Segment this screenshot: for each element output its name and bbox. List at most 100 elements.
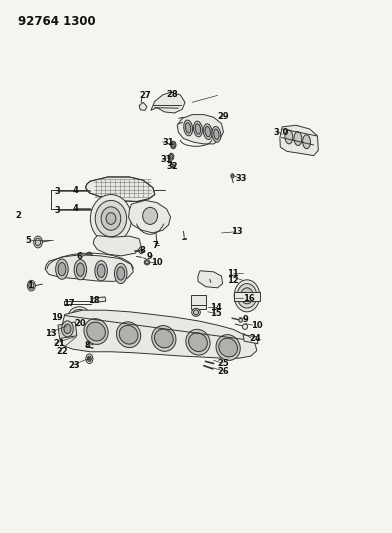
Text: 13: 13 [45, 329, 57, 337]
Ellipse shape [170, 155, 173, 159]
Text: 2: 2 [16, 212, 22, 220]
Ellipse shape [119, 325, 138, 344]
Text: 15: 15 [210, 310, 221, 318]
Ellipse shape [144, 260, 150, 265]
Ellipse shape [193, 310, 198, 314]
Ellipse shape [95, 200, 127, 237]
Ellipse shape [185, 123, 191, 133]
Ellipse shape [154, 329, 173, 348]
Polygon shape [280, 125, 318, 156]
Ellipse shape [58, 263, 66, 276]
Ellipse shape [242, 324, 248, 329]
Text: 4: 4 [73, 205, 78, 213]
Text: 16: 16 [243, 294, 255, 303]
Ellipse shape [71, 309, 87, 323]
Ellipse shape [85, 320, 89, 325]
Text: 14: 14 [210, 303, 221, 312]
Text: 25: 25 [218, 359, 229, 368]
Ellipse shape [172, 165, 175, 168]
Ellipse shape [169, 154, 174, 160]
Text: 27: 27 [139, 92, 151, 100]
Text: 7: 7 [153, 241, 159, 249]
Ellipse shape [35, 238, 41, 246]
Ellipse shape [74, 260, 87, 280]
Polygon shape [85, 177, 155, 201]
Ellipse shape [84, 319, 108, 344]
Ellipse shape [234, 280, 260, 312]
Text: 12: 12 [227, 277, 239, 285]
Text: 8: 8 [139, 246, 145, 255]
Text: 9: 9 [147, 252, 153, 261]
Text: 8: 8 [84, 341, 90, 350]
Ellipse shape [171, 142, 175, 147]
Ellipse shape [83, 319, 91, 326]
Polygon shape [93, 236, 141, 256]
Text: 3: 3 [55, 188, 61, 196]
Polygon shape [234, 292, 260, 301]
Text: 19: 19 [51, 313, 63, 321]
Ellipse shape [86, 354, 93, 364]
Text: 20: 20 [74, 319, 86, 328]
Text: 92764 1300: 92764 1300 [18, 15, 95, 28]
Ellipse shape [64, 329, 67, 334]
Text: 32: 32 [167, 162, 178, 171]
Ellipse shape [171, 141, 176, 149]
Ellipse shape [143, 207, 158, 224]
Ellipse shape [34, 236, 42, 248]
Ellipse shape [86, 252, 93, 261]
Ellipse shape [214, 129, 219, 140]
Ellipse shape [90, 195, 131, 243]
Ellipse shape [76, 263, 84, 276]
Polygon shape [198, 271, 223, 288]
Ellipse shape [95, 261, 107, 281]
Polygon shape [129, 200, 171, 233]
Text: 23: 23 [69, 361, 80, 370]
Polygon shape [45, 255, 133, 281]
Ellipse shape [189, 333, 207, 352]
Text: 13: 13 [231, 228, 243, 236]
Text: 5: 5 [25, 237, 31, 245]
Text: 29: 29 [218, 112, 229, 120]
Ellipse shape [239, 318, 243, 322]
Ellipse shape [114, 263, 127, 284]
Ellipse shape [97, 264, 105, 278]
Ellipse shape [139, 249, 143, 254]
Ellipse shape [237, 284, 257, 308]
Bar [191, 295, 206, 309]
Ellipse shape [62, 321, 73, 337]
Ellipse shape [219, 338, 238, 357]
Ellipse shape [145, 261, 149, 264]
Text: 3: 3 [55, 206, 61, 215]
Polygon shape [139, 102, 147, 110]
Ellipse shape [116, 322, 141, 348]
Ellipse shape [87, 254, 91, 259]
Ellipse shape [212, 126, 221, 142]
Text: 10: 10 [251, 321, 263, 330]
Text: 26: 26 [218, 367, 229, 376]
Text: 21: 21 [53, 340, 65, 348]
Ellipse shape [241, 288, 253, 304]
Text: 31: 31 [163, 138, 174, 147]
Ellipse shape [205, 126, 211, 137]
Polygon shape [58, 322, 77, 338]
Text: 17: 17 [63, 300, 74, 308]
Ellipse shape [101, 207, 121, 230]
Text: 3 0: 3 0 [274, 128, 289, 136]
Ellipse shape [303, 135, 310, 149]
Polygon shape [243, 335, 258, 344]
Ellipse shape [69, 307, 90, 325]
Ellipse shape [285, 130, 293, 144]
Text: 6: 6 [76, 253, 82, 261]
Ellipse shape [74, 312, 84, 320]
Ellipse shape [88, 357, 90, 360]
Text: 11: 11 [227, 269, 239, 278]
Ellipse shape [192, 308, 200, 317]
Polygon shape [91, 297, 106, 303]
Ellipse shape [184, 120, 192, 136]
Text: 33: 33 [235, 174, 247, 183]
Text: 22: 22 [57, 348, 69, 356]
Text: 10: 10 [151, 259, 163, 267]
Text: 9: 9 [243, 316, 249, 324]
Ellipse shape [106, 213, 116, 224]
Ellipse shape [56, 259, 68, 279]
